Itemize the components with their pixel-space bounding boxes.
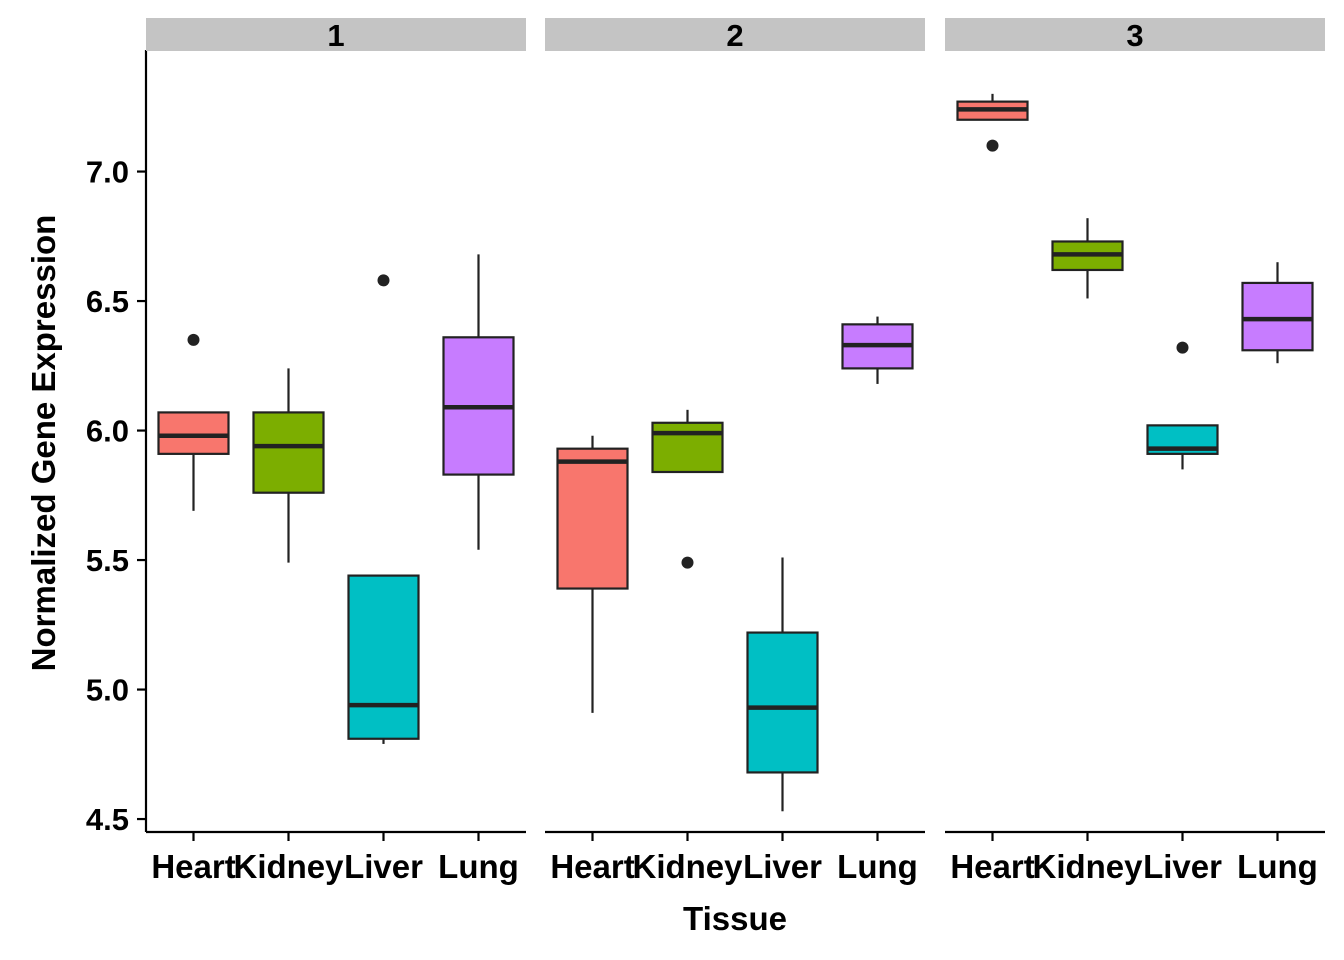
y-tick-label: 7.0 xyxy=(86,155,129,190)
y-axis: 4.5 5.0 5.5 6.0 6.5 7.0 xyxy=(86,50,148,837)
x-tick-label: Kidney xyxy=(233,848,344,885)
y-tick-label: 6.0 xyxy=(86,414,129,449)
box-liver xyxy=(1146,341,1219,470)
box-heart xyxy=(157,333,230,511)
box-body xyxy=(157,411,230,455)
y-tick-label: 5.5 xyxy=(86,543,129,578)
box-lung xyxy=(442,254,515,550)
y-tick-label: 6.5 xyxy=(86,284,129,319)
box-body xyxy=(651,421,724,474)
box-liver xyxy=(746,557,819,812)
x-tick-label: Liver xyxy=(743,848,822,885)
box-kidney xyxy=(252,368,325,563)
box-lung xyxy=(1241,262,1314,364)
x-tick-label: Liver xyxy=(344,848,423,885)
x-tick-label: Liver xyxy=(1143,848,1222,885)
box-heart xyxy=(956,93,1029,152)
box-body xyxy=(556,447,629,590)
box-body xyxy=(1241,281,1314,352)
facet-strip-label: 2 xyxy=(726,18,743,53)
box-lung xyxy=(841,316,914,384)
x-tick-label: Lung xyxy=(837,848,918,885)
y-axis-title: Normalized Gene Expression xyxy=(25,215,62,672)
x-tick-label: Heart xyxy=(950,848,1034,885)
y-tick-label: 5.0 xyxy=(86,673,129,708)
box-liver xyxy=(347,274,420,744)
outlier-point xyxy=(377,274,390,287)
box-body xyxy=(347,574,420,740)
x-tick-label: Heart xyxy=(550,848,634,885)
facet-strip-label: 1 xyxy=(327,18,344,53)
y-tick-label: 4.5 xyxy=(86,802,129,837)
outlier-point xyxy=(187,333,200,346)
box-kidney xyxy=(1051,218,1124,299)
outlier-point xyxy=(1176,341,1189,354)
facet-strip xyxy=(146,18,526,51)
box-heart xyxy=(556,435,629,713)
facet-strip xyxy=(545,18,925,51)
box-kidney xyxy=(651,409,724,569)
outlier-point xyxy=(986,139,999,152)
x-tick-label: Lung xyxy=(1237,848,1318,885)
facet-strip-label: 3 xyxy=(1126,18,1143,53)
x-tick-label: Kidney xyxy=(632,848,743,885)
box-body xyxy=(746,631,819,774)
x-axis-title: Tissue xyxy=(683,900,787,937)
x-tick-label: Kidney xyxy=(1032,848,1143,885)
outlier-point xyxy=(681,556,694,569)
x-tick-label: Lung xyxy=(438,848,519,885)
facet-strip xyxy=(945,18,1325,51)
x-tick-label: Heart xyxy=(151,848,235,885)
box-body xyxy=(252,411,325,494)
